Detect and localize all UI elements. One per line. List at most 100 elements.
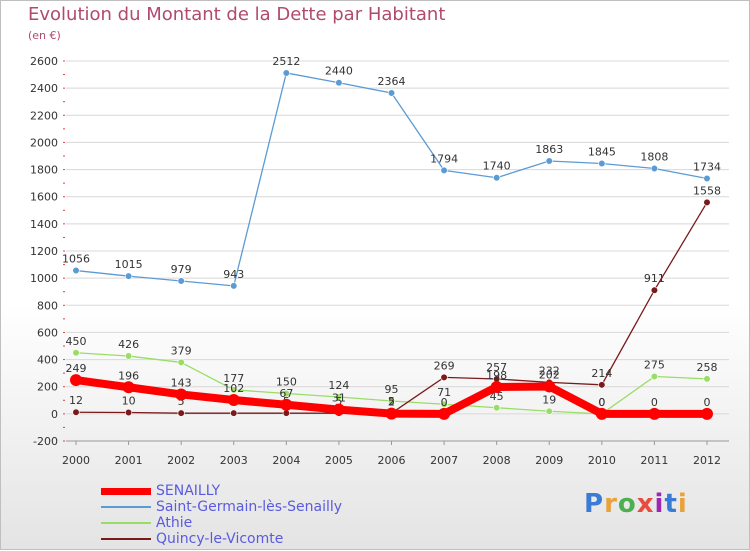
data-point — [72, 349, 80, 357]
data-point — [124, 272, 133, 280]
data-label: 0 — [704, 396, 711, 409]
data-label: 1056 — [62, 253, 90, 266]
x-tick-label: 2008 — [483, 454, 511, 467]
data-label: 71 — [437, 386, 451, 399]
legend-item: Quincy-le-Vicomte — [101, 531, 401, 547]
data-label: 1863 — [535, 143, 563, 156]
logo-letter: i — [677, 489, 688, 519]
data-point — [72, 266, 80, 275]
x-tick-label: 2002 — [167, 454, 195, 467]
data-label: 177 — [223, 372, 244, 385]
x-tick-label: 2012 — [693, 454, 721, 467]
data-label: 911 — [644, 272, 665, 285]
data-label: 2364 — [378, 75, 406, 88]
data-point — [335, 79, 343, 87]
data-label: 102 — [223, 382, 244, 395]
legend-label: Quincy-le-Vicomte — [156, 531, 284, 547]
logo-letter: r — [604, 489, 618, 519]
logo-letter: x — [636, 489, 655, 519]
series-quincy-le-vicomte: 1210555552692572322149111558 — [69, 184, 721, 417]
legend-swatch — [101, 506, 151, 508]
logo-letter: P — [584, 489, 605, 519]
data-label: 249 — [66, 362, 87, 375]
data-label: 2 — [388, 396, 395, 409]
data-point — [175, 388, 188, 401]
legend-swatch — [101, 538, 151, 540]
data-label: 67 — [279, 387, 293, 400]
data-point — [385, 407, 398, 420]
data-label: 426 — [118, 338, 139, 351]
data-point — [282, 69, 290, 77]
legend-label: Saint-Germain-lès-Senailly — [156, 499, 343, 515]
data-point — [177, 277, 185, 285]
data-label: 1740 — [483, 160, 511, 173]
data-label: 232 — [539, 364, 560, 377]
data-point — [440, 166, 448, 174]
logo-letter: t — [664, 489, 678, 519]
data-label: 1734 — [693, 161, 721, 174]
data-label: 150 — [276, 376, 297, 389]
y-tick-label: 1600 — [30, 191, 58, 204]
y-tick-label: 400 — [37, 354, 58, 367]
y-tick-label: 1200 — [30, 245, 58, 258]
y-tick-label: 2200 — [30, 109, 58, 122]
data-label: 257 — [486, 361, 507, 374]
data-label: 5 — [335, 395, 342, 408]
data-point — [703, 375, 711, 383]
y-tick-label: 0 — [51, 408, 58, 421]
data-label: 196 — [118, 369, 139, 382]
data-point — [70, 374, 82, 387]
data-label: 269 — [434, 359, 455, 372]
legend-swatch — [101, 487, 151, 495]
legend-swatch — [101, 522, 151, 524]
data-point — [122, 381, 135, 394]
x-tick-label: 2010 — [588, 454, 616, 467]
x-tick-label: 2011 — [640, 454, 668, 467]
data-point — [230, 282, 238, 290]
series-line — [75, 72, 708, 287]
y-tick-label: 2000 — [30, 136, 58, 149]
chart-unit: (en €) — [28, 29, 61, 42]
data-label: 2440 — [325, 65, 353, 78]
data-point — [387, 89, 396, 97]
proxiti-logo: Proxiti — [584, 489, 688, 519]
data-label: 258 — [697, 361, 718, 374]
y-tick-label: 1000 — [30, 272, 58, 285]
data-point — [598, 159, 606, 168]
data-label: 1845 — [588, 145, 616, 158]
data-label: 0 — [598, 396, 605, 409]
x-tick-label: 2003 — [220, 454, 248, 467]
data-point — [650, 372, 659, 381]
legend-item: Saint-Germain-lès-Senailly — [101, 499, 401, 515]
data-point — [332, 403, 345, 416]
data-label: 214 — [591, 367, 612, 380]
legend-item: SENAILLY — [101, 483, 401, 499]
data-label: 143 — [171, 376, 192, 389]
legend-item: Athie — [101, 515, 401, 531]
data-point — [545, 407, 553, 415]
y-tick-label: 800 — [37, 299, 58, 312]
series-saint-germain-l-s-senailly: 1056 1015 979 943 2512 2440 2364 1794 1740 1863 18… — [62, 55, 721, 290]
data-point — [493, 404, 501, 412]
data-label: 943 — [223, 268, 244, 281]
x-tick-label: 2006 — [378, 454, 406, 467]
data-label: 124 — [328, 379, 349, 392]
logo-letter: i — [654, 489, 665, 519]
data-point — [595, 407, 608, 420]
data-label: 19 — [542, 393, 556, 406]
chart-title: Evolution du Montant de la Dette par Hab… — [28, 4, 446, 25]
data-label: 0 — [598, 396, 605, 409]
data-point — [282, 409, 290, 417]
data-point — [648, 407, 661, 420]
data-point — [545, 157, 553, 165]
data-point — [177, 409, 185, 417]
data-label: 5 — [388, 395, 395, 408]
data-point — [438, 407, 451, 420]
data-point — [124, 352, 133, 360]
logo-letter: o — [617, 489, 637, 519]
data-label: 0 — [651, 396, 658, 409]
data-point — [227, 394, 240, 407]
data-point — [282, 389, 290, 398]
